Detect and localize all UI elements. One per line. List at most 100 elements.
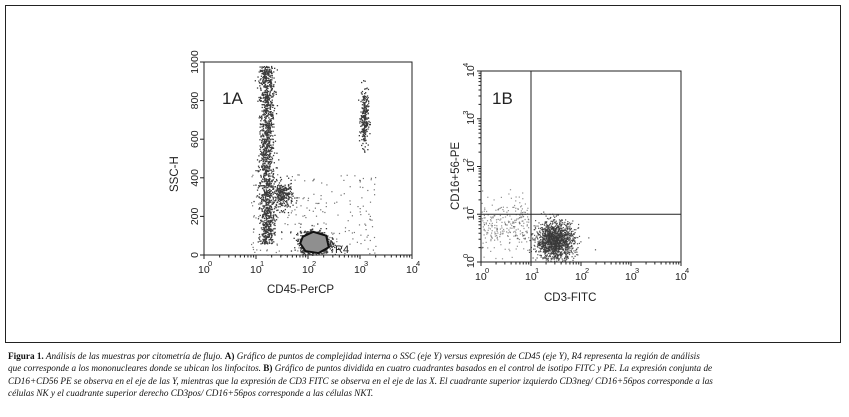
- data-point: [542, 257, 544, 259]
- data-point: [263, 177, 266, 179]
- data-point: [544, 253, 546, 255]
- data-point: [264, 230, 266, 232]
- data-point: [267, 229, 269, 231]
- data-point: [537, 254, 539, 256]
- data-point: [266, 199, 268, 201]
- data-point: [360, 100, 362, 103]
- data-point: [264, 238, 266, 240]
- data-point: [556, 243, 558, 245]
- data-point: [534, 227, 536, 229]
- data-point: [291, 176, 293, 178]
- data-point: [267, 235, 269, 238]
- data-point: [564, 260, 566, 262]
- data-point: [365, 101, 367, 103]
- data-point: [261, 181, 264, 183]
- data-point: [269, 173, 271, 175]
- data-point: [570, 239, 572, 242]
- data-point: [272, 214, 274, 217]
- data-point: [344, 252, 346, 254]
- x-tick-exponent: 3: [364, 259, 368, 268]
- data-point: [259, 97, 262, 99]
- data-point: [268, 234, 270, 236]
- data-point: [364, 140, 366, 142]
- data-point: [265, 216, 267, 218]
- data-point: [361, 135, 364, 137]
- data-point: [263, 74, 265, 76]
- data-point: [266, 91, 268, 93]
- data-point: [562, 233, 564, 235]
- data-point: [270, 131, 272, 133]
- data-point: [268, 81, 270, 84]
- data-point: [265, 211, 268, 213]
- data-point: [268, 210, 270, 212]
- data-point: [260, 176, 262, 178]
- data-point: [259, 87, 262, 89]
- data-point: [500, 244, 502, 246]
- data-point: [536, 235, 538, 237]
- data-point: [267, 204, 269, 207]
- data-point: [259, 69, 261, 71]
- data-point: [369, 121, 371, 124]
- data-point: [265, 95, 268, 97]
- data-point: [270, 146, 272, 149]
- data-point: [262, 163, 265, 165]
- data-point: [263, 199, 265, 201]
- data-point: [263, 169, 265, 171]
- data-point: [267, 98, 269, 100]
- data-point: [571, 239, 573, 241]
- data-point: [265, 194, 267, 196]
- data-point: [268, 145, 270, 147]
- data-point: [366, 98, 368, 100]
- data-point: [268, 150, 270, 152]
- data-point: [263, 138, 265, 140]
- data-point: [538, 244, 540, 247]
- data-point: [317, 223, 319, 225]
- data-point: [269, 139, 272, 141]
- data-point: [508, 221, 510, 224]
- data-point: [262, 80, 264, 82]
- data-point: [269, 84, 271, 86]
- data-point: [561, 232, 563, 234]
- data-point: [557, 254, 559, 256]
- data-point: [564, 242, 566, 244]
- data-point: [266, 195, 268, 197]
- data-point: [265, 101, 267, 103]
- data-point: [266, 179, 268, 181]
- data-point: [261, 210, 263, 212]
- data-point: [277, 201, 279, 203]
- r4-gate: [299, 230, 330, 255]
- data-point: [312, 253, 314, 255]
- data-point: [265, 170, 267, 172]
- data-point: [294, 247, 296, 249]
- data-point: [519, 230, 521, 232]
- data-point: [337, 214, 339, 216]
- data-point: [286, 192, 289, 194]
- data-point: [572, 243, 575, 245]
- data-point: [267, 113, 269, 115]
- data-point: [254, 80, 256, 82]
- data-point: [265, 232, 267, 235]
- data-point: [266, 93, 269, 95]
- data-point: [304, 180, 306, 182]
- data-point: [362, 205, 364, 207]
- data-point: [272, 116, 274, 119]
- data-point: [265, 221, 267, 224]
- data-point: [343, 179, 345, 181]
- data-point: [262, 217, 264, 219]
- data-point: [543, 246, 545, 249]
- data-point: [545, 236, 547, 238]
- data-point: [266, 207, 268, 209]
- data-point: [296, 197, 298, 199]
- data-point: [494, 239, 496, 241]
- data-point: [279, 180, 282, 182]
- data-point: [561, 237, 563, 239]
- data-point: [265, 119, 267, 122]
- data-point: [362, 115, 364, 117]
- data-point: [312, 254, 314, 256]
- data-point: [269, 224, 272, 227]
- data-point: [358, 224, 361, 226]
- data-point: [482, 190, 484, 192]
- data-point: [561, 243, 563, 246]
- data-point: [273, 224, 275, 226]
- data-point: [560, 231, 562, 233]
